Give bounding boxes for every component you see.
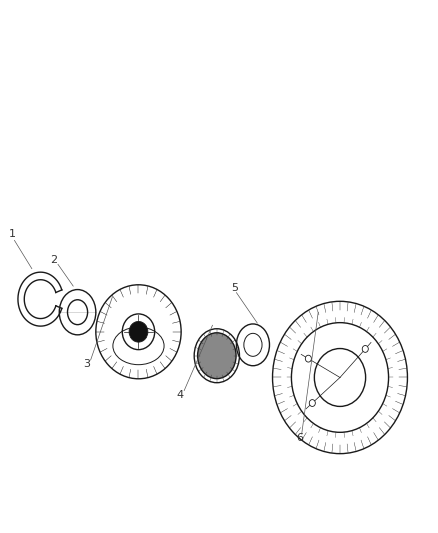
Text: 5: 5 — [231, 283, 238, 293]
Text: 6: 6 — [296, 433, 303, 443]
Ellipse shape — [198, 333, 236, 378]
Ellipse shape — [305, 355, 311, 362]
Text: 1: 1 — [9, 229, 16, 239]
Ellipse shape — [362, 345, 368, 352]
Ellipse shape — [129, 321, 148, 342]
Text: 3: 3 — [83, 359, 90, 369]
Text: 4: 4 — [176, 390, 184, 400]
Ellipse shape — [309, 400, 315, 407]
Text: 2: 2 — [50, 255, 57, 265]
